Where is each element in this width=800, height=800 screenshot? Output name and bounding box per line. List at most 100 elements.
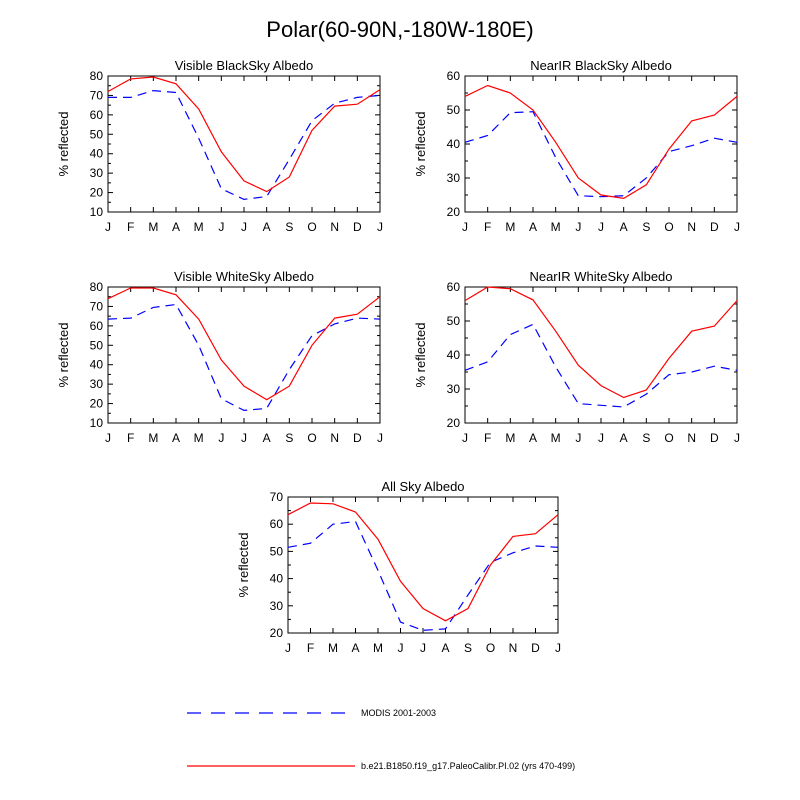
- x-tick-label: D: [353, 220, 362, 234]
- y-tick-label: 10: [90, 205, 104, 219]
- x-tick-label: J: [218, 220, 224, 234]
- x-tick-label: J: [462, 431, 468, 445]
- series-line-model: [464, 286, 738, 399]
- y-tick-label: 20: [447, 205, 461, 219]
- y-tick-label: 70: [270, 490, 284, 504]
- series-line-model: [287, 502, 559, 622]
- x-tick-label: A: [263, 220, 271, 234]
- y-tick-label: 60: [90, 319, 104, 333]
- x-tick-label: J: [241, 431, 247, 445]
- x-tick-label: J: [598, 220, 604, 234]
- y-axis-label: % reflected: [236, 532, 251, 597]
- x-tick-label: S: [642, 431, 650, 445]
- series-line-modis: [287, 520, 559, 631]
- x-tick-label: A: [529, 220, 537, 234]
- panel-title: NearIR WhiteSky Albedo: [529, 269, 672, 284]
- x-tick-label: F: [307, 641, 314, 655]
- x-tick-label: S: [464, 641, 472, 655]
- x-tick-label: M: [505, 431, 515, 445]
- y-tick-label: 20: [447, 416, 461, 430]
- y-tick-label: 20: [270, 626, 284, 640]
- x-tick-label: N: [687, 220, 696, 234]
- x-tick-label: J: [285, 641, 291, 655]
- x-tick-label: M: [148, 220, 158, 234]
- x-tick-label: A: [620, 431, 628, 445]
- y-tick-label: 40: [270, 572, 284, 586]
- x-tick-label: O: [307, 220, 316, 234]
- x-tick-label: N: [509, 641, 518, 655]
- y-tick-label: 60: [447, 280, 461, 294]
- y-tick-label: 60: [90, 108, 104, 122]
- x-tick-label: F: [127, 431, 134, 445]
- x-tick-label: N: [330, 431, 339, 445]
- x-tick-label: J: [598, 431, 604, 445]
- x-tick-label: D: [531, 641, 540, 655]
- x-tick-label: A: [620, 220, 628, 234]
- x-tick-label: O: [307, 431, 316, 445]
- chart-panels: Visible BlackSky Albedo 10 20 30 40 50 60 70 80 J…: [56, 58, 740, 655]
- series-line-model: [107, 287, 381, 401]
- y-tick-label: 40: [90, 147, 104, 161]
- x-tick-label: A: [263, 431, 271, 445]
- y-axis-label: % reflected: [413, 322, 428, 387]
- x-tick-label: J: [105, 431, 111, 445]
- y-tick-label: 40: [447, 348, 461, 362]
- legend: MODIS 2001-2003 b.e21.B1850.f19_g17.Paleo…: [187, 708, 575, 771]
- y-tick-label: 30: [90, 377, 104, 391]
- x-tick-label: A: [351, 641, 359, 655]
- plot-frame: [464, 75, 738, 213]
- x-tick-label: D: [710, 220, 719, 234]
- panel-title: Visible WhiteSky Albedo: [174, 269, 314, 284]
- x-tick-label: J: [241, 220, 247, 234]
- x-tick-label: M: [194, 220, 204, 234]
- x-tick-label: M: [194, 431, 204, 445]
- panel-title: NearIR BlackSky Albedo: [530, 58, 672, 73]
- x-tick-label: J: [398, 641, 404, 655]
- x-tick-label: A: [172, 220, 180, 234]
- x-tick-label: M: [505, 220, 515, 234]
- x-tick-label: J: [420, 641, 426, 655]
- plot-frame: [107, 286, 381, 424]
- y-tick-label: 50: [447, 103, 461, 117]
- y-tick-label: 50: [90, 338, 104, 352]
- x-tick-label: O: [486, 641, 495, 655]
- series-line-model: [464, 84, 738, 200]
- x-tick-label: J: [377, 431, 383, 445]
- x-tick-label: J: [462, 220, 468, 234]
- chart-panel-3: Visible WhiteSky Albedo 10 20 30 40 50 60 70 80 J…: [56, 269, 383, 445]
- plot-frame: [464, 286, 738, 424]
- y-tick-label: 30: [90, 166, 104, 180]
- x-tick-label: M: [328, 641, 338, 655]
- x-tick-label: J: [734, 220, 740, 234]
- x-tick-label: M: [373, 641, 383, 655]
- figure-title: Polar(60-90N,-180W-180E): [266, 17, 533, 42]
- y-tick-label: 30: [447, 171, 461, 185]
- series-line-modis: [107, 303, 381, 412]
- series-line-model: [107, 76, 381, 193]
- y-tick-label: 30: [447, 382, 461, 396]
- x-tick-label: J: [555, 641, 561, 655]
- x-tick-label: N: [330, 220, 339, 234]
- y-tick-label: 10: [90, 416, 104, 430]
- series-line-modis: [108, 89, 381, 201]
- x-tick-label: J: [105, 220, 111, 234]
- plot-frame: [107, 75, 381, 213]
- legend-label: b.e21.B1850.f19_g17.PaleoCalibr.PI.02 (y…: [361, 761, 575, 771]
- x-tick-label: J: [734, 431, 740, 445]
- x-tick-label: A: [529, 431, 537, 445]
- y-tick-label: 40: [90, 358, 104, 372]
- x-tick-label: D: [353, 431, 362, 445]
- x-tick-label: M: [148, 431, 158, 445]
- x-tick-label: O: [664, 220, 673, 234]
- x-tick-label: M: [551, 220, 561, 234]
- y-axis-label: % reflected: [56, 111, 71, 176]
- series-line-modis: [464, 323, 738, 408]
- x-tick-label: A: [172, 431, 180, 445]
- panel-title: Visible BlackSky Albedo: [175, 58, 314, 73]
- chart-panel-1: Visible BlackSky Albedo 10 20 30 40 50 60 70 80 J…: [56, 58, 383, 234]
- y-tick-label: 80: [90, 280, 104, 294]
- x-tick-label: J: [377, 220, 383, 234]
